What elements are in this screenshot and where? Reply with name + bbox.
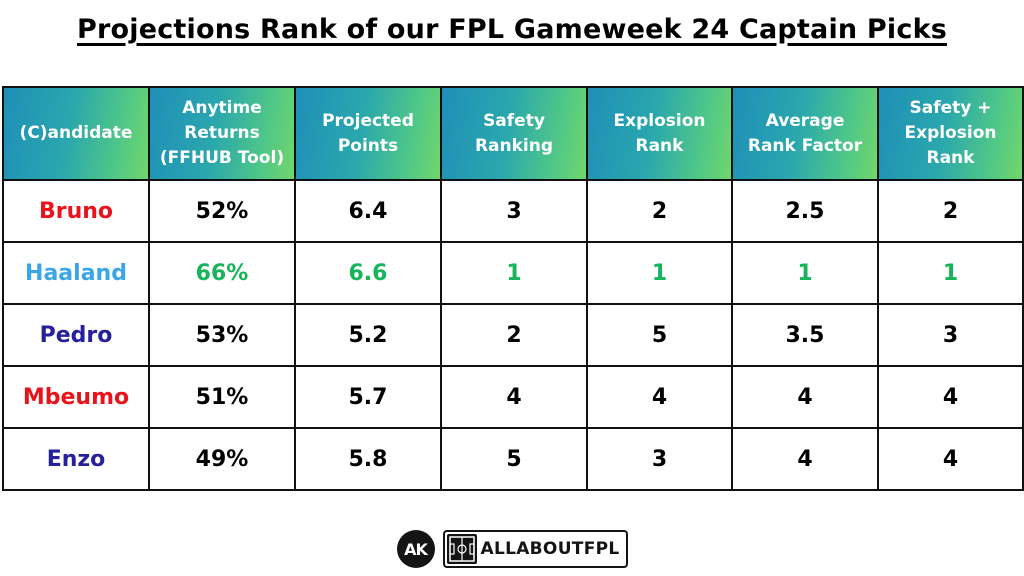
header-candidate: (C)andidate	[2, 86, 150, 181]
anytime-returns-cell: 51%	[148, 365, 296, 429]
table-row: Mbeumo 51% 5.7 4 4 4 4	[2, 365, 1024, 429]
projected-points-cell: 6.4	[294, 179, 442, 243]
candidate-name: Haaland	[2, 241, 150, 305]
safety-explosion-rank-cell: 2	[877, 179, 1024, 243]
header-projected-points-line: Projected	[322, 110, 414, 131]
explosion-rank-cell: 3	[586, 427, 733, 491]
anytime-returns-cell: 52%	[148, 179, 296, 243]
header-projected-points: Projected Points	[294, 86, 442, 181]
explosion-rank-cell: 4	[586, 365, 733, 429]
candidate-name: Bruno	[2, 179, 150, 243]
header-anytime-returns-line: Returns	[184, 123, 260, 143]
average-rank-factor-cell: 4	[731, 427, 879, 491]
header-safety-ranking-line: Ranking	[474, 135, 554, 156]
footer-branding: AK ALLABOUTFPL	[0, 528, 1024, 570]
ak-logo-icon: AK	[396, 530, 435, 568]
header-safety-ranking-line: Safety	[483, 110, 545, 131]
captain-projections-table: (C)andidate Anytime Returns (FFHUB Tool)…	[2, 86, 1024, 491]
header-explosion-rank: Explosion Rank	[586, 86, 733, 181]
header-explosion-rank-line: Rank	[635, 135, 684, 156]
safety-explosion-rank-cell: 1	[877, 241, 1024, 305]
header-candidate-line: (C)andidate	[19, 123, 133, 143]
candidate-name: Pedro	[2, 303, 150, 367]
projected-points-cell: 5.8	[294, 427, 442, 491]
brand-name: ALLABOUTFPL	[480, 539, 620, 559]
table-header-row: (C)andidate Anytime Returns (FFHUB Tool)…	[2, 86, 1024, 181]
header-average-rank-factor-line: Rank Factor	[747, 135, 863, 156]
header-anytime-returns: Anytime Returns (FFHUB Tool)	[148, 86, 296, 181]
safety-ranking-cell: 1	[440, 241, 588, 305]
average-rank-factor-cell: 1	[731, 241, 879, 305]
page-title: Projections Rank of our FPL Gameweek 24 …	[0, 14, 1024, 45]
header-safety-explosion-rank: Safety + Explosion Rank	[877, 86, 1024, 181]
table-row: Enzo 49% 5.8 5 3 4 4	[2, 427, 1024, 491]
safety-ranking-cell: 3	[440, 179, 588, 243]
safety-ranking-cell: 2	[440, 303, 588, 367]
anytime-returns-cell: 49%	[148, 427, 296, 491]
candidate-name: Mbeumo	[2, 365, 150, 429]
safety-ranking-cell: 4	[440, 365, 588, 429]
header-safety-explosion-rank-line: Safety +	[909, 98, 992, 118]
explosion-rank-cell: 2	[586, 179, 733, 243]
safety-explosion-rank-cell: 4	[877, 427, 1024, 491]
header-average-rank-factor: Average Rank Factor	[731, 86, 879, 181]
table-row: Pedro 53% 5.2 2 5 3.5 3	[2, 303, 1024, 367]
projected-points-cell: 5.2	[294, 303, 442, 367]
explosion-rank-cell: 5	[586, 303, 733, 367]
header-projected-points-line: Points	[337, 135, 399, 156]
header-safety-explosion-rank-line: Rank	[926, 148, 975, 168]
candidate-name: Enzo	[2, 427, 150, 491]
header-anytime-returns-line: (FFHUB Tool)	[159, 148, 285, 168]
allaboutfpl-logo: ALLABOUTFPL	[442, 530, 628, 568]
average-rank-factor-cell: 3.5	[731, 303, 879, 367]
pitch-icon	[446, 534, 477, 564]
average-rank-factor-cell: 2.5	[731, 179, 879, 243]
safety-explosion-rank-cell: 3	[877, 303, 1024, 367]
projected-points-cell: 6.6	[294, 241, 442, 305]
explosion-rank-cell: 1	[586, 241, 733, 305]
average-rank-factor-cell: 4	[731, 365, 879, 429]
safety-ranking-cell: 5	[440, 427, 588, 491]
header-average-rank-factor-line: Average	[765, 110, 845, 131]
anytime-returns-cell: 66%	[148, 241, 296, 305]
ak-logo-text: AK	[404, 539, 428, 559]
header-safety-explosion-rank-line: Explosion	[904, 123, 997, 143]
page-title-text: Projections Rank of our FPL Gameweek 24 …	[77, 14, 947, 45]
header-safety-ranking: Safety Ranking	[440, 86, 588, 181]
table-row: Haaland 66% 6.6 1 1 1 1	[2, 241, 1024, 305]
projected-points-cell: 5.7	[294, 365, 442, 429]
anytime-returns-cell: 53%	[148, 303, 296, 367]
table-row: Bruno 52% 6.4 3 2 2.5 2	[2, 179, 1024, 243]
header-explosion-rank-line: Explosion	[613, 110, 706, 131]
safety-explosion-rank-cell: 4	[877, 365, 1024, 429]
header-anytime-returns-line: Anytime	[182, 98, 262, 118]
